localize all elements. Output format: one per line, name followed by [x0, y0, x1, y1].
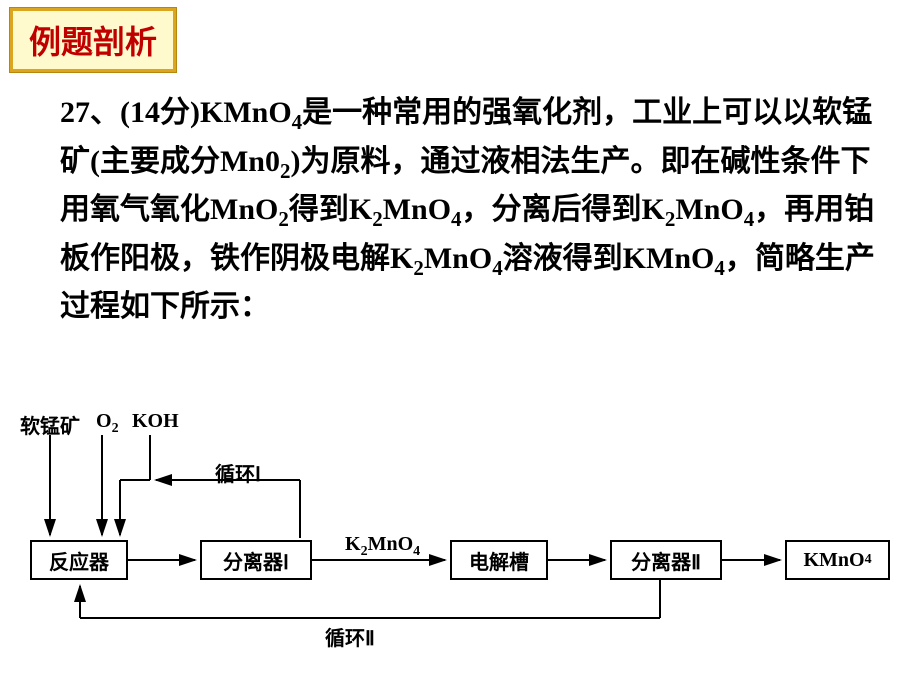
input-koh: KOH	[132, 410, 179, 433]
label-recycle-1: 循环Ⅰ	[215, 458, 261, 487]
diagram-arrows	[20, 400, 900, 660]
process-diagram: 软锰矿 O2 KOH 反应器 分离器Ⅰ 电解槽 分离器Ⅱ KMnO4 循环Ⅰ K…	[20, 400, 900, 660]
problem-number: 27、	[60, 96, 120, 129]
problem-text: KMnO4是一种常用的强氧化剂，工业上可以以软锰矿(主要成分Mn02)为原料，通…	[60, 96, 875, 323]
label-k2mno4: K2MnO4	[345, 533, 420, 560]
box-product: KMnO4	[785, 540, 890, 580]
input-o2: O2	[96, 410, 119, 437]
box-electrolytic-cell: 电解槽	[450, 540, 548, 580]
box-separator-1: 分离器Ⅰ	[200, 540, 312, 580]
problem-points: (14分)	[120, 96, 200, 129]
box-reactor: 反应器	[30, 540, 128, 580]
label-recycle-2: 循环Ⅱ	[325, 622, 375, 651]
problem-body: 27、(14分)KMnO4是一种常用的强氧化剂，工业上可以以软锰矿(主要成分Mn…	[60, 90, 880, 329]
box-separator-2: 分离器Ⅱ	[610, 540, 722, 580]
input-ore: 软锰矿	[20, 410, 80, 439]
title-text: 例题剖析	[29, 24, 157, 60]
title-box: 例题剖析	[10, 8, 176, 72]
